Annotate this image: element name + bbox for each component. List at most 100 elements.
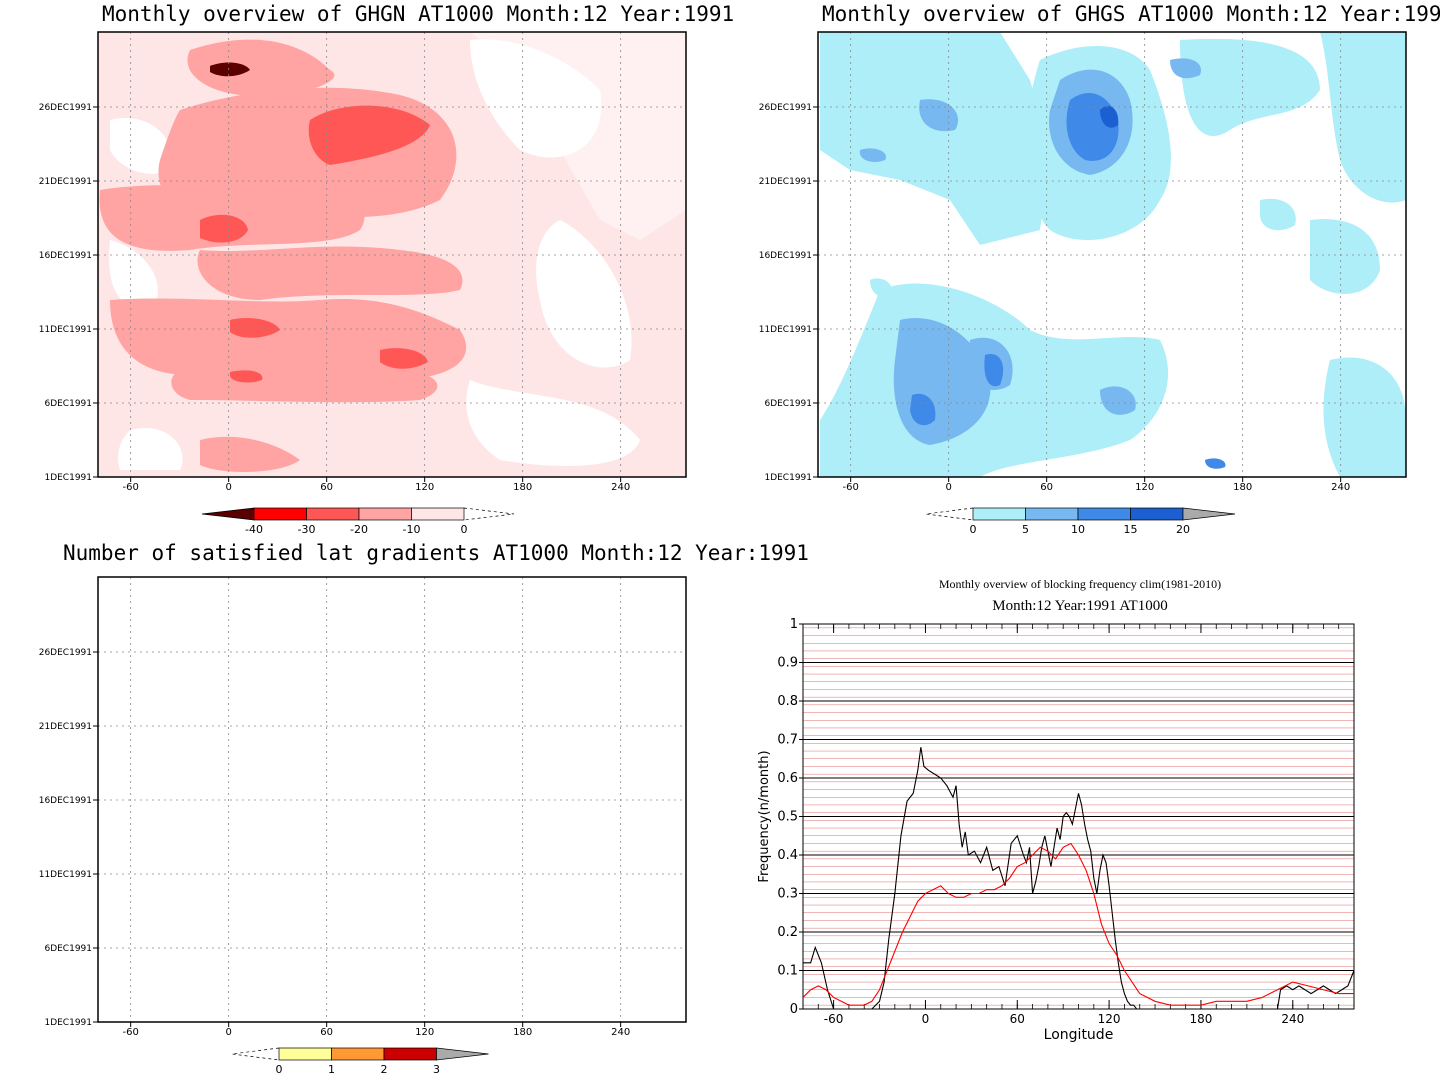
colorbar-arrow-left bbox=[201, 507, 255, 521]
x-tick-label: 60 bbox=[1010, 1012, 1025, 1026]
ghgs-contour-region bbox=[1170, 58, 1201, 79]
colorbar: -40 -30 -20 -10 0 bbox=[201, 507, 515, 536]
ghgs-contour-region bbox=[859, 148, 886, 162]
y-tick-label: 0.8 bbox=[777, 694, 798, 709]
colorbar-arrow-left bbox=[231, 1047, 280, 1061]
x-tick-label: 180 bbox=[1233, 482, 1252, 493]
plot-frame bbox=[97, 576, 687, 1023]
colorbar-label: 0 bbox=[276, 1063, 283, 1076]
x-tick-label: -60 bbox=[122, 1027, 138, 1038]
colorbar-label: 2 bbox=[381, 1063, 388, 1076]
colorbar-arrow-right bbox=[436, 1047, 489, 1061]
x-axis-label: Longitude bbox=[1044, 1027, 1114, 1043]
colorbar-label: 15 bbox=[1124, 523, 1138, 536]
y-tick-label: 26DEC1991 bbox=[759, 103, 812, 113]
colorbar-segment bbox=[411, 507, 465, 521]
x-tick-label: 60 bbox=[320, 1027, 333, 1038]
y-tick-label: 1DEC1991 bbox=[44, 473, 92, 483]
colorbar-label: 5 bbox=[1022, 523, 1029, 536]
colorbar-arrow-right bbox=[463, 507, 515, 521]
y-tick-label: 1DEC1991 bbox=[44, 1018, 92, 1028]
x-tick-label: 240 bbox=[1281, 1012, 1304, 1026]
freq-subtitle: Month:12 Year:1991 AT1000 bbox=[992, 598, 1168, 614]
ghgs-contour-region bbox=[1205, 458, 1226, 469]
lat-heatmap: -60 0 60 120 180 2401DEC19916DEC199111DEC1991… bbox=[39, 576, 687, 1076]
colorbar-label: -20 bbox=[350, 523, 368, 536]
colorbar-label: 0 bbox=[970, 523, 977, 536]
lat-title: Number of satisfied lat gradients AT1000… bbox=[63, 541, 809, 565]
colorbar-segment bbox=[1025, 507, 1079, 521]
y-tick-label: 21DEC1991 bbox=[759, 177, 812, 187]
ghgn-title: Monthly overview of GHGN AT1000 Month:12… bbox=[102, 2, 735, 26]
ghgn-contour-region bbox=[230, 370, 263, 383]
x-tick-label: 0 bbox=[922, 1012, 930, 1026]
ghgs-contour-region bbox=[1100, 105, 1119, 128]
ghgs-heatmap: -60 0 60 120 180 240 1DEC1991 6DEC1991 11DEC1991… bbox=[759, 31, 1407, 536]
x-tick-label: 180 bbox=[1189, 1012, 1212, 1026]
colorbar-label: 1 bbox=[328, 1063, 335, 1076]
freq-title: Monthly overview of blocking frequency c… bbox=[938, 577, 1222, 591]
ghgn-contour-region bbox=[110, 298, 467, 380]
ghgs-contour-region bbox=[1320, 32, 1406, 203]
y-tick-label: 11DEC1991 bbox=[759, 325, 812, 335]
y-tick-label: 1DEC1991 bbox=[764, 473, 812, 483]
ghgn-contour-region bbox=[210, 62, 250, 77]
y-tick-label: 0 bbox=[790, 1002, 798, 1017]
series-line-0 bbox=[803, 747, 1355, 1010]
y-tick-label: 6DEC1991 bbox=[764, 399, 812, 409]
ghgn-contour-region bbox=[308, 105, 430, 165]
ghgn-contour-region bbox=[470, 39, 602, 158]
ghgs-title: Monthly overview of GHGS AT1000 Month:12… bbox=[822, 2, 1440, 26]
ghgn-contour-region bbox=[99, 179, 365, 251]
y-tick-label: 11DEC1991 bbox=[39, 325, 92, 335]
colorbar: 0 5 10 15 20 bbox=[925, 507, 1236, 536]
y-tick-label: 0.7 bbox=[777, 733, 798, 748]
ghgs-contour-region bbox=[984, 354, 1004, 387]
x-tick-label: 0 bbox=[225, 1027, 231, 1038]
ghgs-contour-region bbox=[1180, 38, 1320, 136]
colorbar-label: 10 bbox=[1071, 523, 1085, 536]
frequency-line-chart: -60 0 60 120 180 240 0 0.1 0.2 0.3 0.4 0.5 0.6 0.7 0.8… bbox=[757, 617, 1355, 1043]
x-tick-label: 120 bbox=[1098, 1012, 1121, 1026]
x-tick-label: 180 bbox=[513, 482, 532, 493]
colorbar-label: -30 bbox=[298, 523, 316, 536]
y-tick-label: 16DEC1991 bbox=[759, 251, 812, 261]
x-tick-label: 60 bbox=[320, 482, 333, 493]
colorbar-arrow-left bbox=[925, 507, 974, 521]
ghgn-contour-region bbox=[380, 348, 428, 369]
ghgn-contour-region bbox=[171, 368, 438, 403]
ghgs-contour-region bbox=[1310, 219, 1380, 294]
x-tick-label: -60 bbox=[122, 482, 138, 493]
ghgn-contour-region bbox=[466, 380, 640, 466]
ghgn-contour-region bbox=[536, 220, 632, 368]
ghgn-contour-region bbox=[200, 214, 248, 243]
y-tick-label: 0.1 bbox=[777, 964, 798, 979]
colorbar-label: 0 bbox=[461, 523, 468, 536]
y-tick-label: 0.9 bbox=[777, 656, 798, 671]
x-tick-label: 240 bbox=[1331, 482, 1350, 493]
x-tick-label: 120 bbox=[1135, 482, 1154, 493]
x-tick-label: -60 bbox=[842, 482, 858, 493]
ghgn-contour-region bbox=[200, 436, 300, 472]
colorbar-segment bbox=[278, 1047, 332, 1061]
y-tick-label: 6DEC1991 bbox=[44, 399, 92, 409]
y-tick-label: 1 bbox=[790, 617, 798, 632]
ghgn-contour-region bbox=[197, 246, 463, 300]
y-tick-label: 0.6 bbox=[777, 771, 798, 786]
ghgn-contour-region bbox=[187, 39, 335, 96]
y-tick-label: 11DEC1991 bbox=[39, 870, 92, 880]
colorbar-segment bbox=[1077, 507, 1131, 521]
y-tick-label: 0.4 bbox=[777, 848, 798, 863]
x-tick-label: 120 bbox=[415, 482, 434, 493]
y-tick-label: 0.2 bbox=[777, 925, 798, 940]
x-tick-label: 60 bbox=[1040, 482, 1053, 493]
ghgn-contour-region bbox=[110, 118, 172, 174]
ghgs-contour-region bbox=[1323, 357, 1406, 477]
series-line-1 bbox=[802, 842, 1354, 1006]
colorbar-segment bbox=[306, 507, 360, 521]
colorbar-label: 20 bbox=[1176, 523, 1190, 536]
ghgn-contour-region bbox=[118, 428, 183, 470]
colorbar-segment bbox=[358, 507, 412, 521]
colorbar-segment bbox=[972, 507, 1026, 521]
colorbar-segment bbox=[1130, 507, 1184, 521]
